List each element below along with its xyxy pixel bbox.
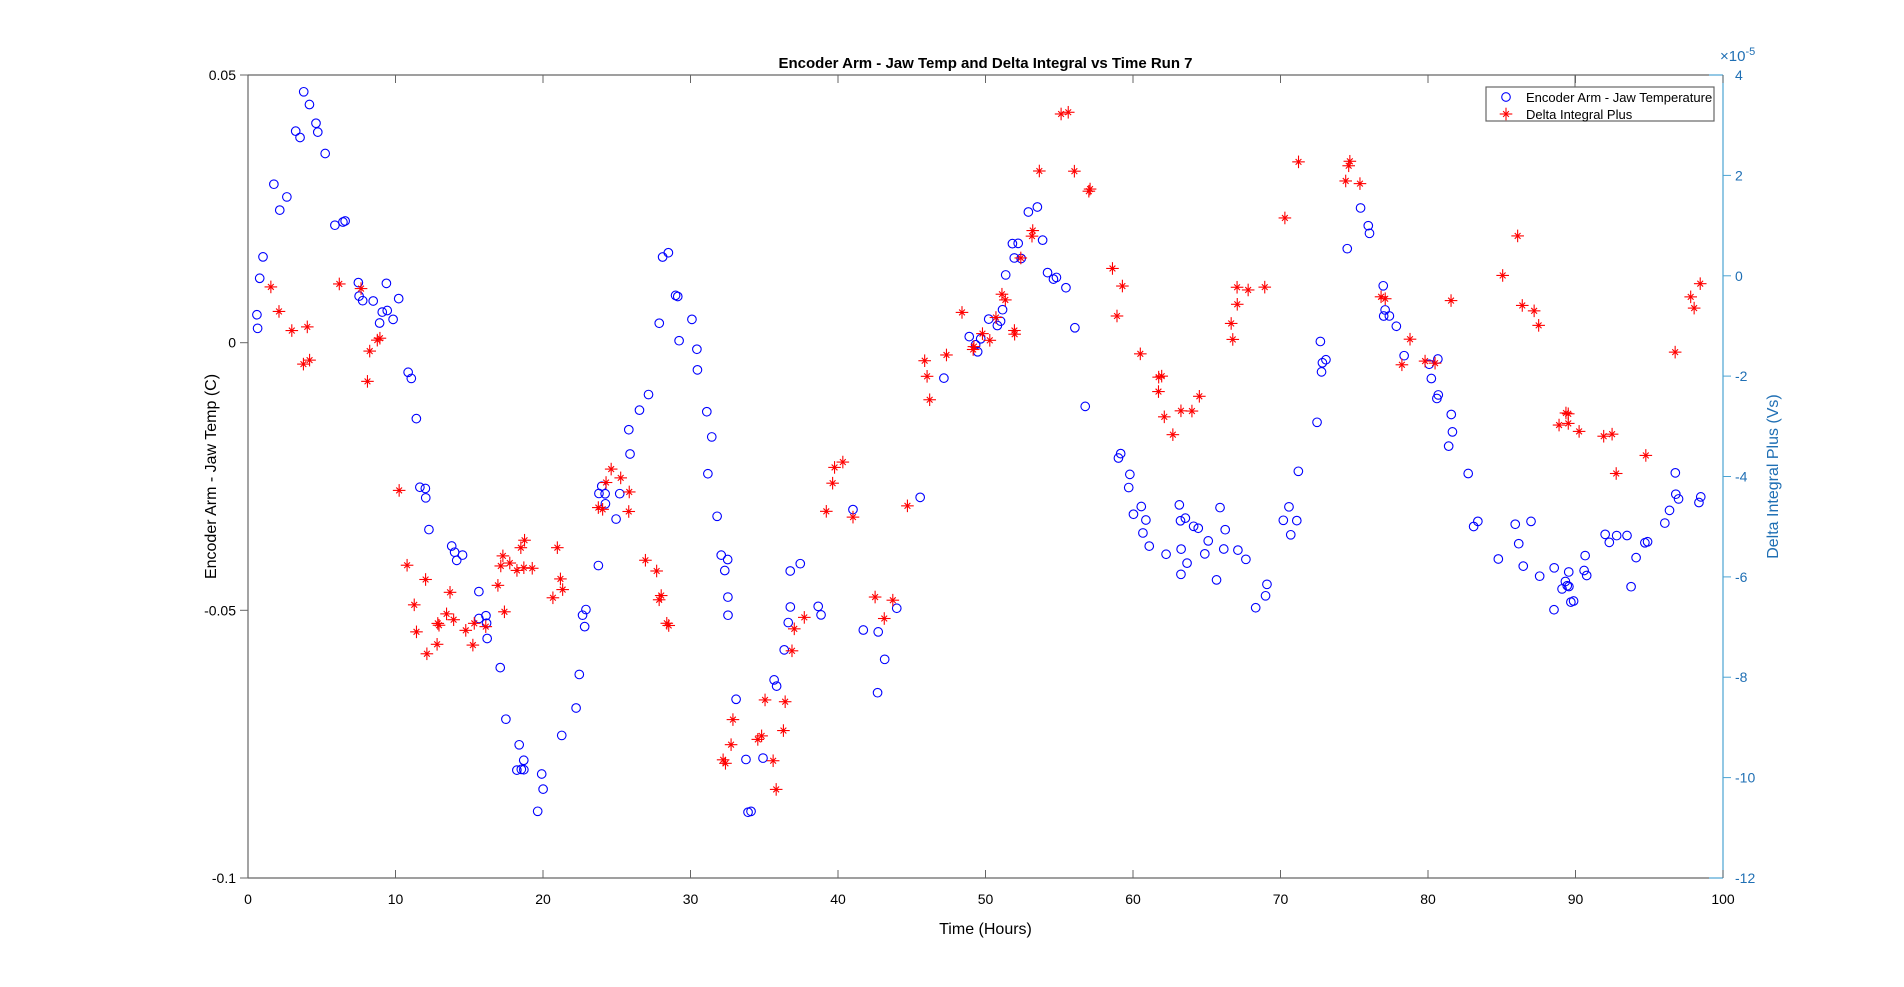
svg-text:90: 90 xyxy=(1568,891,1584,907)
svg-text:30: 30 xyxy=(683,891,699,907)
svg-text:2: 2 xyxy=(1735,167,1743,183)
svg-text:Delta Integral Plus (Vs): Delta Integral Plus (Vs) xyxy=(1765,394,1782,559)
svg-text:0: 0 xyxy=(1735,268,1743,284)
svg-text:Encoder Arm - Jaw Temperature: Encoder Arm - Jaw Temperature xyxy=(1526,90,1712,105)
svg-text:50: 50 xyxy=(978,891,994,907)
svg-text:60: 60 xyxy=(1125,891,1141,907)
svg-text:0: 0 xyxy=(228,335,236,351)
svg-text:-2: -2 xyxy=(1735,368,1748,384)
svg-text:80: 80 xyxy=(1420,891,1436,907)
svg-text:-8: -8 xyxy=(1735,669,1748,685)
svg-text:40: 40 xyxy=(830,891,846,907)
svg-text:20: 20 xyxy=(535,891,551,907)
svg-text:Encoder Arm - Jaw Temp and Del: Encoder Arm - Jaw Temp and Delta Integra… xyxy=(779,55,1193,72)
svg-text:100: 100 xyxy=(1711,891,1735,907)
svg-text:-10: -10 xyxy=(1735,770,1755,786)
svg-text:4: 4 xyxy=(1735,67,1743,83)
svg-text:-6: -6 xyxy=(1735,569,1748,585)
svg-text:10: 10 xyxy=(388,891,404,907)
svg-text:Encoder Arm - Jaw Temp (C): Encoder Arm - Jaw Temp (C) xyxy=(203,374,220,579)
svg-text:Time (Hours): Time (Hours) xyxy=(939,921,1032,938)
svg-text:-0.05: -0.05 xyxy=(204,602,236,618)
svg-text:Delta Integral Plus: Delta Integral Plus xyxy=(1526,107,1633,122)
svg-text:-12: -12 xyxy=(1735,870,1755,886)
svg-text:-4: -4 xyxy=(1735,469,1748,485)
svg-text:-0.1: -0.1 xyxy=(212,870,236,886)
svg-text:0.05: 0.05 xyxy=(209,67,236,83)
svg-text:70: 70 xyxy=(1273,891,1289,907)
svg-text:0: 0 xyxy=(244,891,252,907)
